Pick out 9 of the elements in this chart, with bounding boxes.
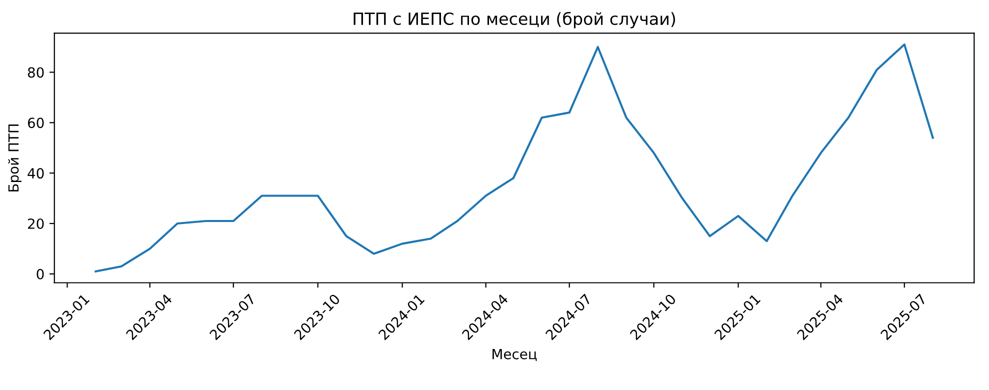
y-tick-label: 60 <box>28 118 44 128</box>
y-tick-label: 80 <box>28 67 44 78</box>
y-tick-label: 20 <box>28 218 44 229</box>
y-tick-label: 0 <box>36 268 44 280</box>
chart-title: ПТП с ИЕПС по месеци (брой случаи) <box>354 12 676 28</box>
y-axis-title: Брой ПТП <box>8 124 22 192</box>
line-series <box>94 43 934 272</box>
y-tick-label: 40 <box>28 168 44 179</box>
x-axis-title: Месец <box>492 348 537 362</box>
